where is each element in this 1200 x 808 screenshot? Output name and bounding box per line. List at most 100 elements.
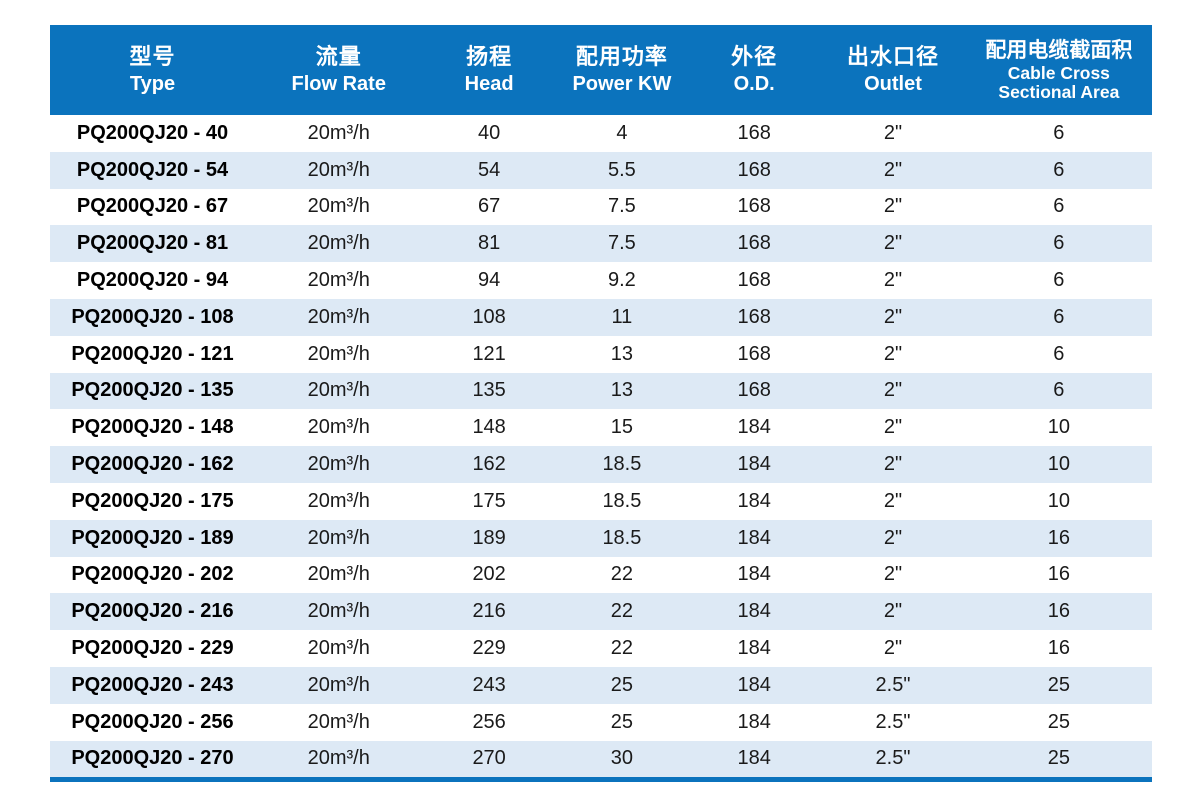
od-cell: 168 [688, 298, 821, 336]
header-outlet-en: Outlet [864, 73, 922, 95]
header-od-cn: 外径 [731, 44, 778, 69]
od-cell: 168 [688, 372, 821, 410]
od-cell: 184 [688, 740, 821, 778]
od-cell: 184 [737, 637, 771, 660]
table-row: PQ200QJ20 - 189 20m³/h 189 18.5 184 2" 1… [50, 519, 1152, 557]
outlet-cell: 2" [883, 563, 903, 586]
outlet-cell: 2.5" [820, 740, 966, 778]
cable-cell: 6 [1053, 342, 1065, 365]
head-cell: 202 [472, 563, 506, 586]
model-cell: PQ200QJ20 - 81 [50, 225, 255, 263]
flow-rate-cell: 20m³/h [307, 710, 370, 733]
cable-cell: 10 [965, 446, 1152, 483]
table-row: PQ200QJ20 - 202 20m³/h 202 22 184 2" 16 [50, 557, 1152, 594]
power-cell: 30 [555, 740, 689, 778]
head-cell: 40 [478, 121, 501, 144]
table-row: PQ200QJ20 - 256 20m³/h 256 25 184 2.5" 2… [50, 704, 1152, 741]
flow-rate-cell: 20m³/h [254, 151, 423, 189]
table-row: PQ200QJ20 - 67 20m³/h 67 7.5 168 2" 6 [50, 189, 1152, 226]
header-cable-en-line2: Sectional Area [998, 82, 1120, 102]
flow-rate-cell: 20m³/h [307, 269, 370, 292]
cable-cell: 25 [965, 666, 1152, 704]
head-cell: 108 [422, 298, 556, 336]
outlet-cell: 2.5" [875, 710, 911, 733]
outlet-cell: 2.5" [820, 666, 966, 704]
cable-cell: 6 [1053, 195, 1065, 218]
outlet-cell: 2" [820, 519, 966, 557]
model-cell: PQ200QJ20 - 189 [50, 519, 255, 557]
outlet-cell: 2" [883, 269, 903, 292]
header-flow-rate-cn: 流量 [315, 44, 362, 69]
model-cell: PQ200QJ20 - 162 [50, 446, 255, 483]
table-row: PQ200QJ20 - 40 20m³/h 40 4 168 2" 6 [50, 115, 1152, 152]
power-cell: 18.5 [555, 519, 689, 557]
power-cell: 25 [555, 666, 689, 704]
model-cell: PQ200QJ20 - 135 [50, 372, 255, 410]
head-cell: 135 [422, 372, 556, 410]
header-type-cn: 型号 [129, 44, 176, 69]
header-outlet-cn: 出水口径 [846, 44, 939, 69]
header-power-en: Power KW [572, 73, 672, 95]
outlet-cell: 2" [820, 298, 966, 336]
outlet-cell: 2" [883, 416, 903, 439]
header-od-en: O.D. [733, 73, 775, 95]
head-cell: 54 [422, 151, 556, 189]
flow-rate-cell: 20m³/h [254, 740, 423, 778]
head-cell: 81 [422, 225, 556, 263]
od-cell: 184 [737, 489, 771, 512]
power-cell: 18.5 [602, 489, 642, 512]
head-cell: 67 [478, 195, 501, 218]
power-cell: 22 [610, 637, 634, 660]
model-cell: PQ200QJ20 - 229 [71, 637, 234, 660]
header-row: 型号 Type 流量 Flow Rate 扬程 Head 配用功率 Power … [50, 25, 1152, 115]
cable-cell: 16 [965, 519, 1152, 557]
power-cell: 7.5 [555, 225, 689, 263]
power-cell: 5.5 [555, 151, 689, 189]
power-cell: 11 [555, 298, 689, 336]
head-cell: 121 [472, 342, 506, 365]
od-cell: 184 [688, 519, 821, 557]
table-row: PQ200QJ20 - 148 20m³/h 148 15 184 2" 10 [50, 409, 1152, 446]
model-cell: PQ200QJ20 - 121 [71, 342, 234, 365]
od-cell: 168 [737, 269, 771, 292]
header-cell-head: 扬程 Head [422, 25, 556, 115]
outlet-cell: 2" [820, 446, 966, 483]
header-cell-cable: 配用电缆截面积 Cable Cross Sectional Area [965, 25, 1152, 115]
table-row: PQ200QJ20 - 81 20m³/h 81 7.5 168 2" 6 [50, 225, 1152, 263]
table-row: PQ200QJ20 - 229 20m³/h 229 22 184 2" 16 [50, 630, 1152, 667]
flow-rate-cell: 20m³/h [254, 298, 423, 336]
header-head-en: Head [464, 73, 514, 95]
outlet-cell: 2" [883, 637, 903, 660]
header-cell-od: 外径 O.D. [688, 25, 821, 115]
power-cell: 13 [555, 372, 689, 410]
cable-cell: 6 [965, 225, 1152, 263]
table-row: PQ200QJ20 - 121 20m³/h 121 13 168 2" 6 [50, 336, 1152, 373]
power-cell: 4 [616, 121, 628, 144]
head-cell: 243 [422, 666, 556, 704]
model-cell: PQ200QJ20 - 54 [50, 151, 255, 189]
head-cell: 148 [472, 416, 506, 439]
flow-rate-cell: 20m³/h [254, 666, 423, 704]
header-flow-rate-en: Flow Rate [291, 73, 386, 95]
header-cell-flow-rate: 流量 Flow Rate [254, 25, 423, 115]
cable-cell: 6 [965, 372, 1152, 410]
head-cell: 162 [422, 446, 556, 483]
cable-cell: 6 [965, 151, 1152, 189]
power-cell: 7.5 [608, 195, 636, 218]
pump-spec-table: 型号 Type 流量 Flow Rate 扬程 Head 配用功率 Power … [50, 25, 1152, 778]
cable-cell: 6 [1053, 269, 1065, 292]
table-row: PQ200QJ20 - 108 20m³/h 108 11 168 2" 6 [50, 298, 1152, 336]
table-row: PQ200QJ20 - 162 20m³/h 162 18.5 184 2" 1… [50, 446, 1152, 483]
cable-cell: 6 [1053, 121, 1065, 144]
od-cell: 168 [688, 225, 821, 263]
flow-rate-cell: 20m³/h [307, 637, 370, 660]
model-cell: PQ200QJ20 - 202 [71, 563, 234, 586]
table-row: PQ200QJ20 - 54 20m³/h 54 5.5 168 2" 6 [50, 151, 1152, 189]
cable-cell: 6 [965, 298, 1152, 336]
cable-cell: 10 [1047, 489, 1070, 512]
head-cell: 175 [472, 489, 506, 512]
od-cell: 184 [737, 416, 771, 439]
power-cell: 15 [610, 416, 634, 439]
power-cell: 13 [610, 342, 634, 365]
cable-cell: 16 [1047, 563, 1070, 586]
